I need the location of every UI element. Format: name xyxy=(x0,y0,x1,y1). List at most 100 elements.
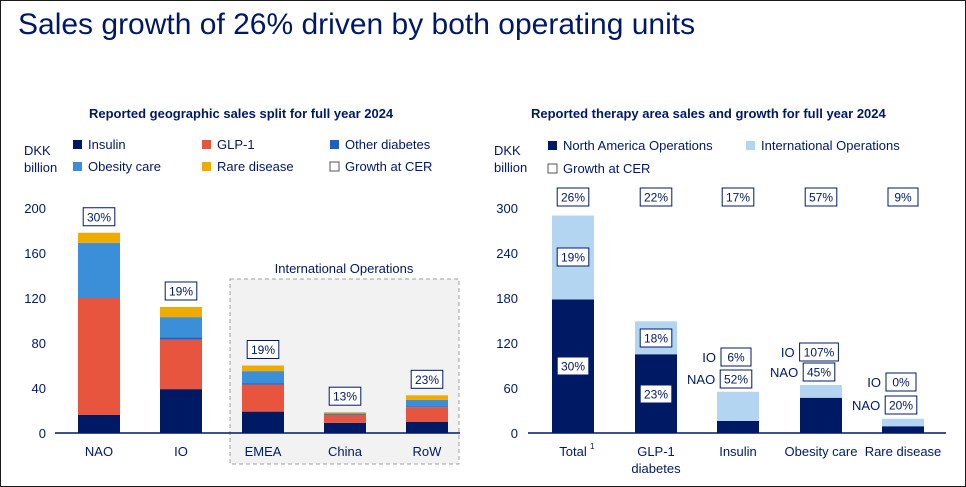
growth-label-glp-1-diabetes: 22% xyxy=(644,191,668,205)
right-legend-north-america-operations-swatch xyxy=(548,141,557,150)
side-io-prefix-2: IO xyxy=(867,375,881,390)
right-chart-title: Reported therapy area sales and growth f… xyxy=(531,106,886,121)
side-nao-prefix-1: NAO xyxy=(770,365,798,380)
left-legend-insulin: Insulin xyxy=(88,137,126,152)
bar-row-rare-disease xyxy=(406,395,448,400)
right-ytick-120: 120 xyxy=(496,336,518,351)
side-io-value-2-box xyxy=(885,372,917,392)
bar-china-rare-disease xyxy=(324,412,366,414)
left-ytick-200: 200 xyxy=(24,201,46,216)
right-ytick-60: 60 xyxy=(504,381,518,396)
right-ytick-0: 0 xyxy=(511,426,518,441)
side-io-value-1: 107% xyxy=(804,346,835,360)
side-io-value-1-box xyxy=(799,342,839,362)
bar-nao-rare-disease xyxy=(78,232,120,243)
side-io-prefix-0: IO xyxy=(702,350,716,365)
bar-emea-rare-disease xyxy=(242,365,284,372)
bar-china-insulin xyxy=(324,422,366,433)
xtick-emea: EMEA xyxy=(245,444,282,459)
xtick-row: RoW xyxy=(413,444,443,459)
right-ylabel-line1: DKK xyxy=(494,143,521,158)
bar-nao-glp-1 xyxy=(78,298,120,415)
glp1-io-growth: 18% xyxy=(644,332,668,346)
left-ytick-40: 40 xyxy=(32,381,46,396)
left-legend-rare-disease-swatch xyxy=(202,162,211,171)
bar-row-glp-1 xyxy=(406,407,448,422)
side-nao-prefix-2: NAO xyxy=(852,398,880,413)
bar-insulin-international-operations xyxy=(717,391,759,421)
xtick-glp-1-diabetes-line2: diabetes xyxy=(631,461,681,476)
bar-insulin-north-america-operations xyxy=(717,421,759,433)
growth-label-glp-1-diabetes-box xyxy=(639,187,673,207)
glp1-nao-growth: 23% xyxy=(644,388,668,402)
left-legend-obesity-care: Obesity care xyxy=(88,159,161,174)
bar-row-obesity-care xyxy=(406,399,448,407)
xtick-obesity-care: Obesity care xyxy=(785,444,858,459)
glp1-io-growth-box xyxy=(639,328,673,348)
left-ytick-160: 160 xyxy=(24,246,46,261)
growth-label-total-box xyxy=(556,187,590,207)
right-ytick-240: 240 xyxy=(496,246,518,261)
bar-io-rare-disease xyxy=(160,307,202,318)
right-ylabel-line2: billion xyxy=(494,160,527,175)
left-legend-other-diabetes-swatch xyxy=(330,140,339,149)
xtick-china: China xyxy=(328,444,363,459)
left-legend-glp-1-swatch xyxy=(202,140,211,149)
bar-emea-glp-1 xyxy=(242,384,284,412)
side-nao-value-2: 20% xyxy=(889,399,913,413)
left-ylabel-line1: DKK xyxy=(24,143,51,158)
xtick-nao: NAO xyxy=(85,444,113,459)
total-nao-growth-box xyxy=(556,356,590,376)
left-legend-growth-at-cer-swatch xyxy=(329,161,340,172)
bar-io-other-diabetes xyxy=(160,337,202,340)
growth-label-obesity-care: 57% xyxy=(809,191,833,205)
growth-label-nao: 30% xyxy=(87,210,111,224)
xtick-glp-1-diabetes: GLP-1 xyxy=(637,444,675,459)
total-io-growth: 19% xyxy=(561,251,585,265)
growth-label-obesity-care-box xyxy=(804,187,838,207)
right-ytick-300: 300 xyxy=(496,201,518,216)
side-nao-value-0: 52% xyxy=(724,373,748,387)
side-nao-value-2-box xyxy=(884,395,918,415)
side-nao-value-1: 45% xyxy=(807,366,831,380)
bar-obesity-care-north-america-operations xyxy=(800,397,842,433)
growth-label-china: 13% xyxy=(333,390,357,404)
bar-row-insulin xyxy=(406,421,448,433)
total-io-growth-box xyxy=(556,247,590,267)
bar-rare-disease-international-operations xyxy=(882,418,924,427)
total-nao-growth: 30% xyxy=(561,360,585,374)
bar-io-obesity-care xyxy=(160,317,202,338)
right-legend-north-america-operations: North America Operations xyxy=(563,138,713,153)
growth-label-rare-disease: 9% xyxy=(894,191,912,205)
xtick-total: Total xyxy=(559,444,587,459)
bar-emea-insulin xyxy=(242,411,284,433)
left-legend-growth-at-cer: Growth at CER xyxy=(345,159,432,174)
bar-china-glp-1 xyxy=(324,415,366,423)
xtick-io: IO xyxy=(174,444,188,459)
left-chart-title: Reported geographic sales split for full… xyxy=(89,106,394,121)
bar-obesity-care-international-operations xyxy=(800,385,842,398)
xtick-rare-disease: Rare disease xyxy=(865,444,942,459)
growth-label-insulin: 17% xyxy=(726,191,750,205)
left-legend-obesity-care-swatch xyxy=(73,162,82,171)
bar-nao-obesity-care xyxy=(78,242,120,298)
page-title: Sales growth of 26% driven by both opera… xyxy=(18,8,696,41)
bar-emea-obesity-care xyxy=(242,371,284,384)
growth-label-total: 26% xyxy=(561,191,585,205)
left-ytick-120: 120 xyxy=(24,291,46,306)
left-legend-rare-disease: Rare disease xyxy=(217,159,294,174)
bar-io-glp-1 xyxy=(160,339,202,390)
left-legend-glp-1: GLP-1 xyxy=(217,137,255,152)
side-nao-prefix-0: NAO xyxy=(687,372,715,387)
bar-china-obesity-care xyxy=(324,413,366,415)
xtick-total-footnote: 1 xyxy=(590,442,595,451)
growth-label-io: 19% xyxy=(169,285,193,299)
right-legend-growth-at-cer: Growth at CER xyxy=(563,161,650,176)
side-io-prefix-1: IO xyxy=(781,345,795,360)
side-io-value-2: 0% xyxy=(892,376,910,390)
bar-emea-other-diabetes xyxy=(242,383,284,385)
growth-label-nao-box xyxy=(82,207,116,227)
right-legend-international-operations: International Operations xyxy=(761,138,900,153)
